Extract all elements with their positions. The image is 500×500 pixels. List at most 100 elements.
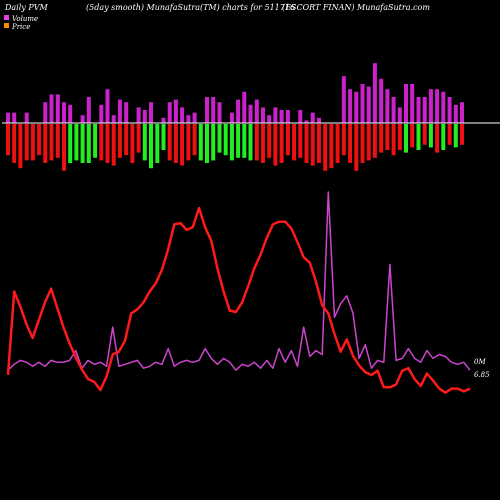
- volume-down-bar: [410, 124, 415, 148]
- volume-up-bar: [410, 84, 415, 123]
- volume-down-bar: [124, 124, 129, 156]
- volume-up-bar: [304, 120, 309, 123]
- volume-down-bar: [379, 124, 384, 153]
- volume-down-bar: [192, 124, 197, 156]
- volume-down-bar: [460, 124, 464, 145]
- volume-up-bar: [354, 91, 359, 123]
- volume-up-bar: [460, 102, 464, 123]
- volume-up-bar: [173, 99, 178, 123]
- volume-down-bar: [49, 124, 54, 161]
- volume-down-bar: [298, 124, 303, 158]
- volume-up-bar: [453, 104, 458, 123]
- price-volume-lines: [6, 191, 471, 394]
- volume-down-bar: [205, 124, 209, 163]
- volume-up-bar: [62, 102, 66, 123]
- volume-down-bar: [173, 124, 178, 163]
- volume-down-bar: [211, 124, 216, 161]
- volume-up-bar: [379, 78, 384, 123]
- volume-end-label: 0M: [474, 358, 486, 366]
- volume-up-bar: [80, 115, 85, 123]
- volume-down-bar: [248, 124, 253, 161]
- volume-up-bar: [229, 112, 234, 123]
- volume-up-bar: [12, 112, 17, 123]
- volume-down-bar: [242, 124, 247, 158]
- volume-down-bar: [391, 124, 396, 156]
- price-end-label: 6.85: [474, 371, 490, 379]
- volume-down-bar: [37, 124, 42, 156]
- volume-up-bar: [422, 97, 427, 123]
- volume-down-bar: [117, 124, 122, 158]
- volume-line: [7, 191, 471, 371]
- volume-down-bar: [317, 124, 321, 163]
- volume-down-bar: [360, 124, 365, 163]
- volume-down-bar: [428, 124, 433, 148]
- legend-volume-swatch: [4, 15, 9, 20]
- volume-up-bar: [248, 104, 253, 123]
- volume-up-bar: [24, 112, 29, 123]
- volume-down-bar: [12, 124, 17, 163]
- volume-down-bar: [149, 124, 153, 169]
- volume-down-bar: [62, 124, 66, 171]
- volume-down-bar: [422, 124, 427, 145]
- volume-down-bar: [267, 124, 272, 158]
- volume-down-bar: [354, 124, 359, 171]
- volume-down-bar: [43, 124, 48, 163]
- volume-down-bar: [223, 124, 228, 156]
- volume-up-bar: [149, 102, 153, 123]
- volume-up-bar: [242, 91, 247, 123]
- volume-down-bar: [198, 124, 203, 161]
- volume-down-bar: [93, 124, 98, 158]
- volume-down-bar: [261, 124, 265, 163]
- volume-down-bar: [254, 124, 259, 161]
- legend-price-swatch: [4, 23, 9, 28]
- volume-down-bar: [161, 124, 166, 150]
- volume-up-bar: [6, 112, 10, 123]
- volume-down-bar: [285, 124, 290, 156]
- volume-up-bar: [298, 110, 303, 123]
- volume-down-bar: [310, 124, 315, 166]
- volume-up-bar: [267, 115, 272, 123]
- volume-down-bar: [435, 124, 440, 153]
- volume-down-bar: [279, 124, 284, 163]
- volume-down-bar: [217, 124, 222, 153]
- volume-down-bar: [323, 124, 328, 171]
- volume-up-bar: [205, 97, 209, 123]
- volume-down-bar: [155, 124, 160, 163]
- volume-down-bar: [335, 124, 340, 163]
- volume-up-bar: [391, 97, 396, 123]
- volume-up-bar: [360, 84, 365, 123]
- volume-up-bar: [416, 97, 421, 123]
- volume-down-bar: [453, 124, 458, 148]
- volume-down-bar: [111, 124, 116, 166]
- volume-down-bar: [404, 124, 408, 153]
- volume-down-bar: [30, 124, 35, 161]
- volume-up-bar: [254, 99, 259, 123]
- volume-up-bar: [180, 107, 185, 123]
- volume-down-bar: [24, 124, 29, 161]
- volume-down-bar: [341, 124, 346, 156]
- volume-down-bar: [86, 124, 91, 163]
- volume-down-bar: [397, 124, 402, 150]
- volume-up-bar: [217, 102, 222, 123]
- volume-down-bar: [273, 124, 278, 166]
- volume-down-bar: [304, 124, 309, 163]
- volume-down-bar: [441, 124, 446, 150]
- volume-down-bar: [105, 124, 110, 163]
- volume-down-bar: [130, 124, 135, 163]
- volume-up-bar: [186, 115, 191, 123]
- volume-up-bar: [372, 63, 377, 123]
- volume-down-bar: [236, 124, 241, 158]
- volume-up-bar: [111, 115, 116, 123]
- volume-down-bar: [6, 124, 10, 156]
- volume-up-bar: [261, 107, 265, 123]
- volume-down-bar: [167, 124, 172, 161]
- volume-up-bar: [161, 117, 166, 123]
- volume-down-bar: [372, 124, 377, 158]
- volume-up-bar: [124, 102, 129, 123]
- volume-down-bar: [348, 124, 353, 163]
- volume-up-bar: [273, 107, 278, 123]
- volume-up-bar: [397, 107, 402, 123]
- volume-down-bar: [68, 124, 73, 163]
